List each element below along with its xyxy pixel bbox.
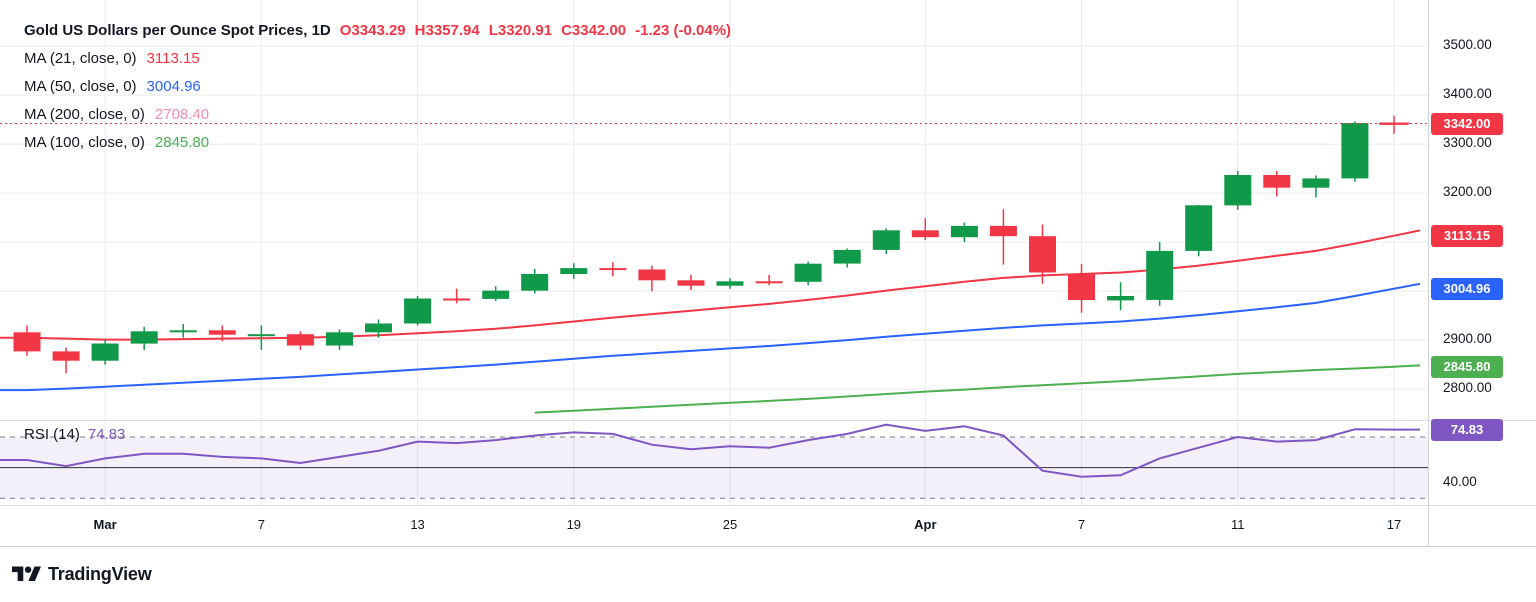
candles [13, 115, 1408, 374]
ohlc-low: L3320.91 [488, 21, 553, 39]
candle [1068, 273, 1095, 300]
footer: TradingView [0, 547, 1536, 602]
indicator-row-ma200[interactable]: MA (200, close, 0) 2708.40 [24, 100, 740, 128]
candle [1224, 175, 1252, 206]
candle [326, 332, 353, 346]
indicator-row-ma50[interactable]: MA (50, close, 0) 3004.96 [24, 72, 740, 100]
chart-region: Gold US Dollars per Ounce Spot Prices, 1… [0, 0, 1536, 547]
candle [560, 268, 588, 274]
rsi-tick-label: 40.00 [1443, 473, 1477, 489]
time-tick-label: 13 [410, 517, 425, 532]
ma-100-line [534, 364, 1421, 414]
candle [599, 268, 627, 271]
rsi-legend-row[interactable]: RSI (14) 74.83 [24, 424, 125, 444]
ma100-badge: 2845.80 [1431, 355, 1503, 378]
candlestick-chart-canvas[interactable] [0, 0, 1428, 505]
price-tick-label: 3200.00 [1443, 184, 1492, 200]
candle [1185, 205, 1213, 251]
price-tick-label: 3400.00 [1443, 86, 1492, 102]
time-tick-label: 19 [566, 517, 582, 532]
ohlc-change: -1.23 (-0.04%) [635, 21, 732, 39]
indicator-value: 3113.15 [146, 49, 200, 67]
ma21-badge: 3113.15 [1431, 224, 1503, 247]
time-tick-label: 7 [257, 517, 265, 532]
candle [1029, 236, 1056, 273]
candle [755, 281, 783, 284]
candle [716, 281, 744, 286]
time-tick-label: 25 [722, 517, 738, 532]
price-axis-separator [1428, 0, 1429, 546]
price-axis[interactable]: 3500.003400.003300.003200.003100.003000.… [1429, 0, 1536, 546]
last-price-badge: 3342.00 [1431, 112, 1503, 135]
candle [833, 249, 861, 264]
rsi-badge: 74.83 [1431, 418, 1503, 441]
ohlc-open: O3343.29 [339, 21, 406, 39]
candle [521, 274, 549, 291]
ma-50-line [0, 282, 1421, 392]
indicator-label: MA (100, close, 0) [24, 133, 145, 151]
candle [208, 330, 236, 335]
rsi-line [0, 423, 1420, 478]
candle [989, 225, 1017, 237]
candle [404, 298, 432, 324]
candle [91, 343, 119, 361]
price-tick-label: 3300.00 [1443, 135, 1492, 151]
indicator-value: 3004.96 [146, 77, 201, 95]
indicator-value: 2845.80 [154, 133, 210, 151]
candle [52, 351, 80, 361]
candle [1107, 296, 1135, 301]
chart-legend: Gold US Dollars per Ounce Spot Prices, 1… [24, 16, 740, 156]
ohlc-close: C3342.00 [561, 21, 627, 39]
candle [247, 334, 275, 337]
candle [1302, 178, 1330, 188]
indicator-value: 2708.40 [154, 105, 210, 123]
symbol-title-row[interactable]: Gold US Dollars per Ounce Spot Prices, 1… [24, 16, 740, 44]
indicator-label: MA (21, close, 0) [24, 49, 137, 67]
tradingview-logo-icon[interactable] [12, 563, 41, 586]
price-tick-label: 2900.00 [1443, 331, 1492, 347]
candle [482, 290, 510, 299]
candle [677, 280, 705, 286]
candle [950, 225, 978, 238]
indicator-row-ma21[interactable]: MA (21, close, 0) 3113.15 [24, 44, 740, 72]
pane-separator[interactable] [0, 420, 1536, 421]
tradingview-wordmark[interactable]: TradingView [48, 564, 152, 584]
time-axis[interactable]: Mar 7 13 19 25 Apr 7 11 17 [0, 506, 1428, 546]
candle [1146, 250, 1174, 300]
rsi-label: RSI (14) [24, 425, 80, 443]
candle [443, 298, 471, 301]
rsi-pane [0, 436, 1428, 499]
candle [872, 230, 900, 250]
candle [130, 331, 158, 344]
time-tick-label: 7 [1077, 517, 1086, 532]
candle [911, 230, 939, 238]
candle [13, 332, 41, 352]
indicator-label: MA (50, close, 0) [24, 77, 137, 95]
candle [365, 323, 392, 333]
candle [1263, 175, 1291, 188]
rsi-value: 74.83 [87, 425, 126, 443]
ma50-badge: 3004.96 [1431, 277, 1503, 300]
indicator-label: MA (200, close, 0) [24, 105, 145, 123]
time-tick-label: 11 [1231, 517, 1245, 532]
time-tick-label: 17 [1386, 517, 1402, 532]
time-axis-separator [0, 505, 1536, 506]
candle [169, 330, 197, 333]
ohlc-high: H3357.94 [414, 21, 480, 39]
candle [1341, 123, 1369, 179]
candle [286, 334, 314, 346]
price-tick-label: 2800.00 [1443, 380, 1492, 396]
candle [638, 269, 666, 281]
symbol-title: Gold US Dollars per Ounce Spot Prices, 1… [24, 21, 331, 39]
indicator-row-ma100[interactable]: MA (100, close, 0) 2845.80 [24, 128, 740, 156]
time-tick-label: Apr [914, 517, 937, 532]
candle [794, 263, 822, 282]
ma-21-line [0, 229, 1421, 341]
time-tick-label: Mar [93, 517, 117, 532]
price-tick-label: 3500.00 [1443, 37, 1492, 53]
